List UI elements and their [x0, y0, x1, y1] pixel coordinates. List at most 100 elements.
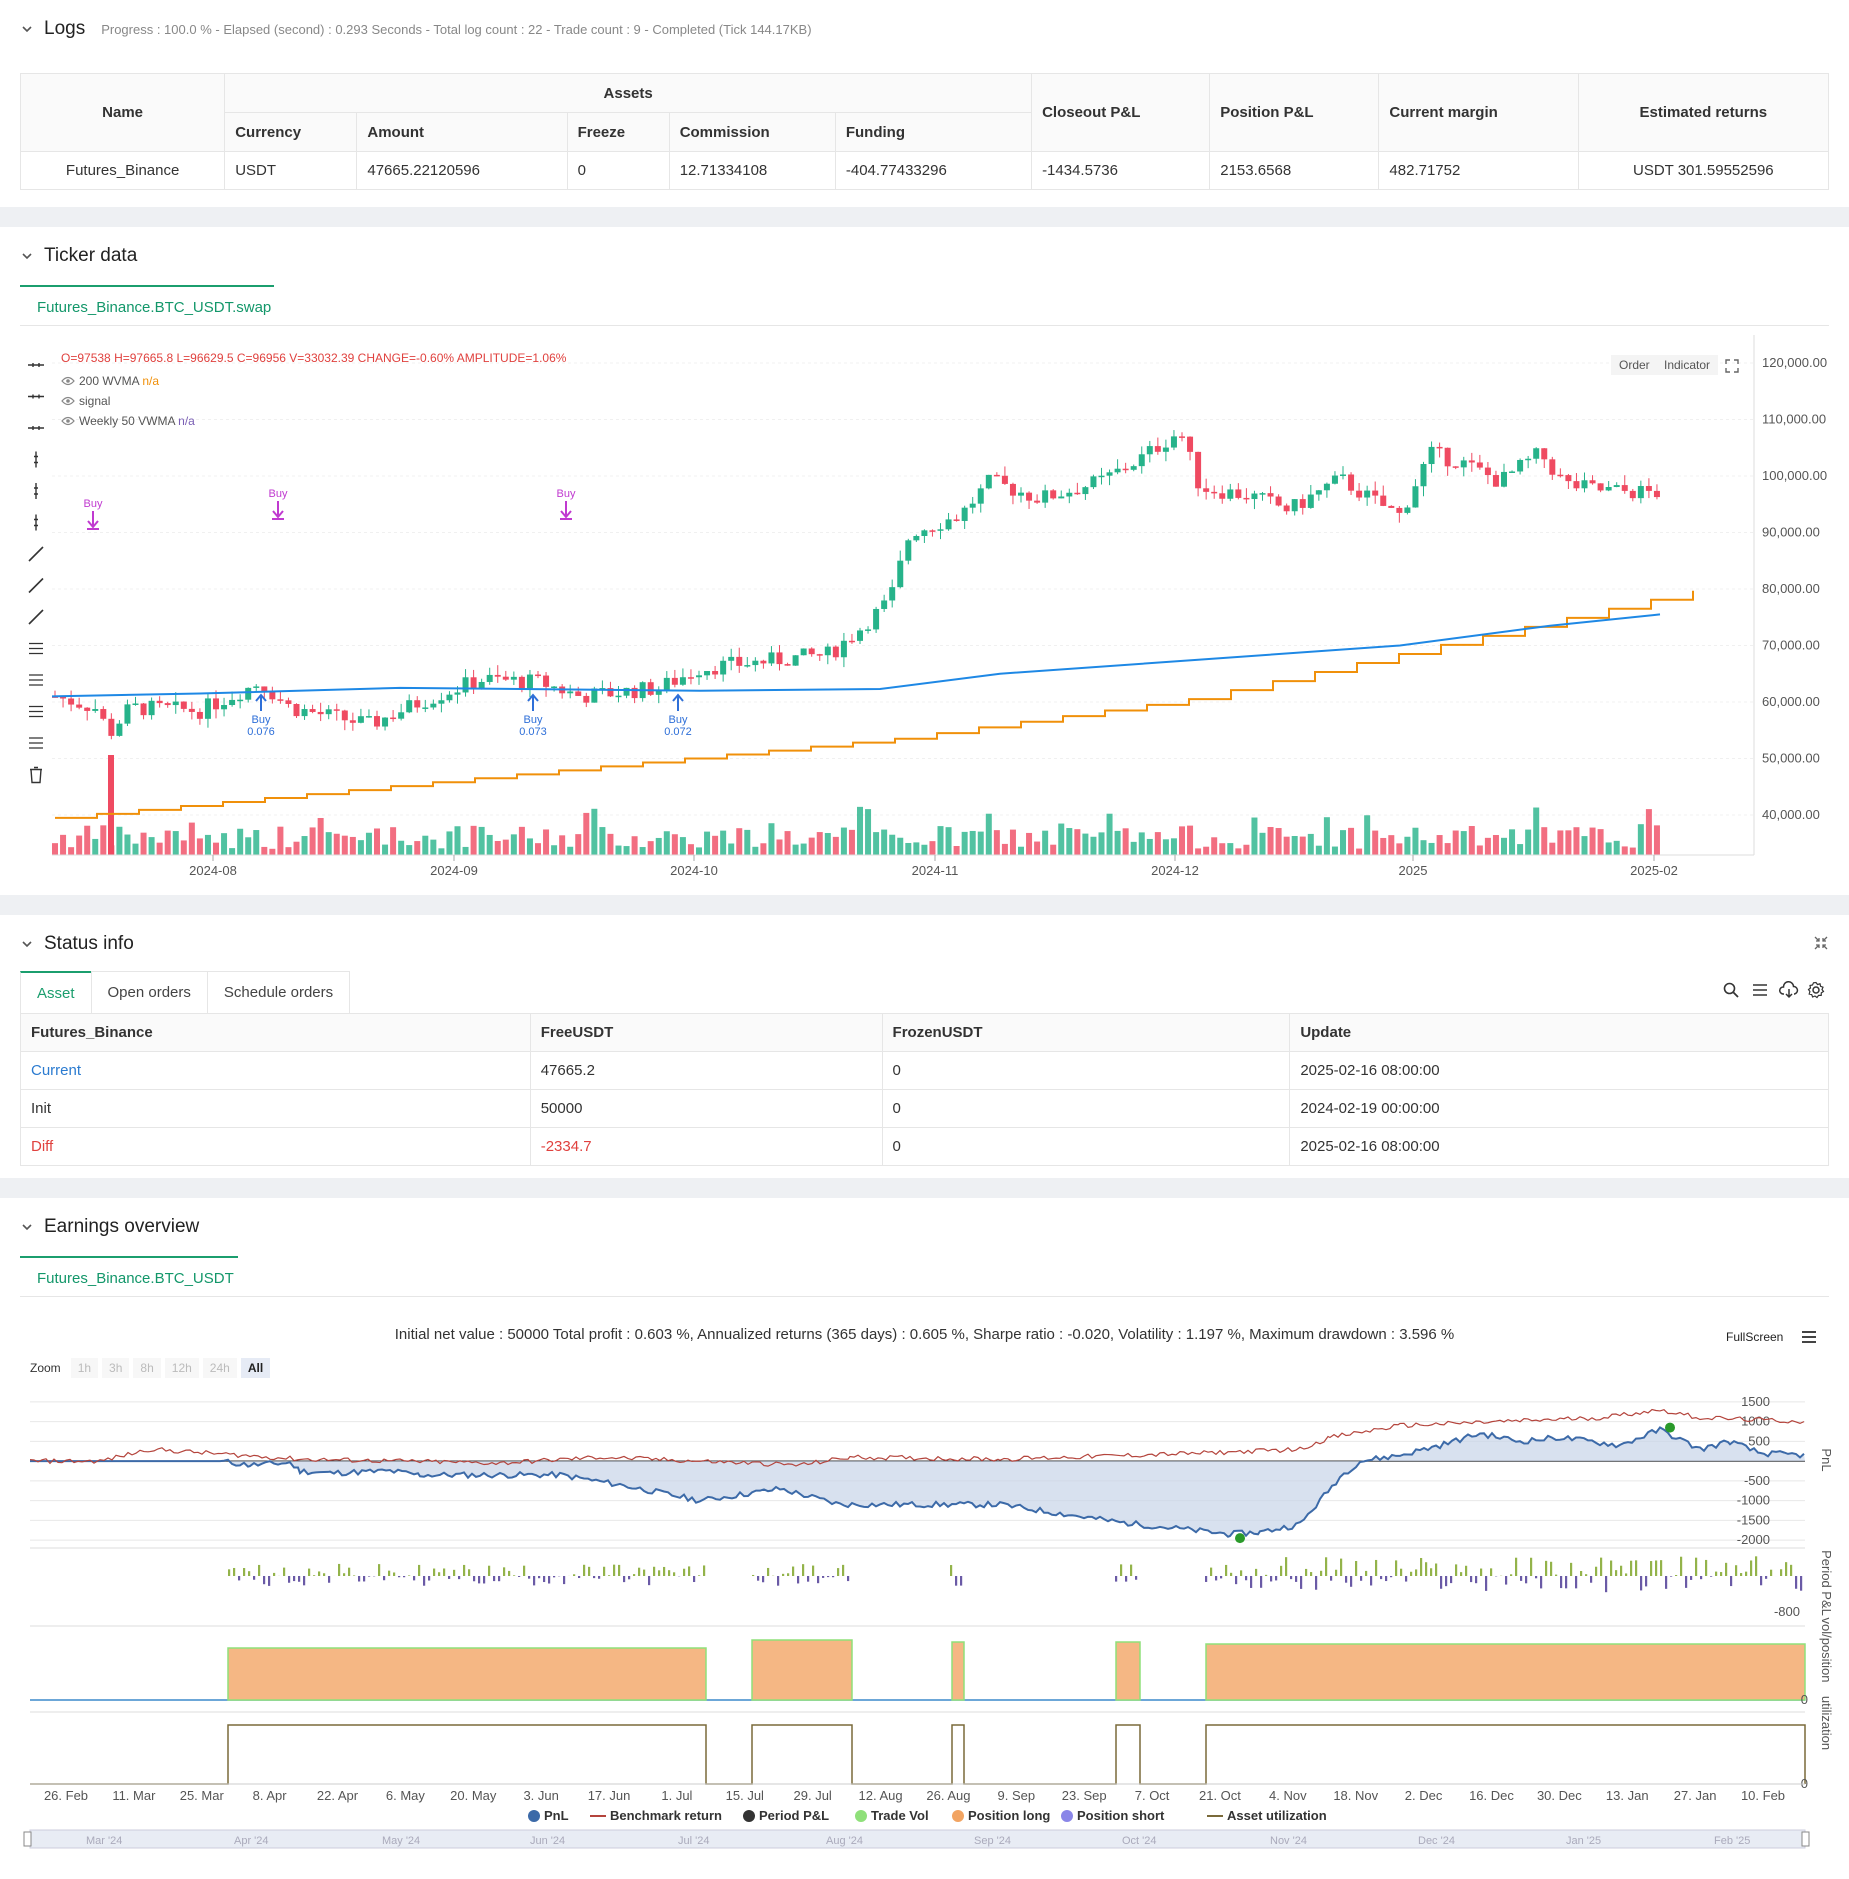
navigator-handle-left[interactable]: [23, 1831, 32, 1847]
sell-marker[interactable]: Buy: [269, 488, 288, 520]
period-bar: [418, 1564, 421, 1576]
fib-retracement-icon[interactable]: [29, 737, 43, 749]
trend-line-icon[interactable]: [28, 546, 44, 562]
ray-line-icon[interactable]: [28, 577, 44, 594]
period-bar: [658, 1570, 661, 1576]
horizontal-segment-icon[interactable]: [28, 426, 44, 430]
indicator-button[interactable]: Indicator: [1656, 355, 1719, 375]
candle: [1428, 441, 1435, 473]
price-label-icon[interactable]: [29, 642, 43, 655]
volume-bar: [623, 846, 630, 855]
earnings-chart[interactable]: 1500 1000 500 -500 -1000 -1500 -2000 PnL Period …: [0, 1388, 1849, 1878]
expand-icon[interactable]: [1724, 358, 1740, 374]
period-bar: [298, 1576, 301, 1582]
eye-icon[interactable]: [61, 396, 75, 406]
legend-item[interactable]: PnL: [528, 1808, 569, 1823]
legend-item[interactable]: 200 WVMA n/a: [61, 371, 195, 391]
period-bar: [343, 1573, 346, 1576]
parallel-channel-icon[interactable]: [29, 674, 43, 686]
logs-header[interactable]: Logs Progress : 100.0 % - Elapsed (secon…: [20, 18, 812, 40]
y-tick-label: 1000: [1741, 1414, 1770, 1429]
zoom-option[interactable]: 12h: [164, 1358, 199, 1378]
volume-bar: [204, 834, 211, 855]
eye-icon[interactable]: [61, 416, 75, 426]
tab-schedule-orders[interactable]: Schedule orders: [206, 971, 351, 1013]
status-cell[interactable]: Init: [20, 1089, 531, 1128]
list-icon[interactable]: [1751, 981, 1769, 999]
zoom-option[interactable]: All: [240, 1358, 271, 1378]
vertical-ray-icon[interactable]: [34, 514, 38, 531]
volume-bar: [1146, 838, 1153, 855]
tab-earnings-symbol[interactable]: Futures_Binance.BTC_USDT: [37, 1270, 234, 1287]
period-bar: [528, 1576, 531, 1579]
candle: [993, 472, 1000, 477]
legend-item[interactable]: Period P&L: [743, 1808, 829, 1823]
status-cell[interactable]: Diff: [20, 1127, 531, 1166]
sell-marker[interactable]: Buy: [84, 498, 103, 530]
axis-title: PnL: [1819, 1448, 1834, 1471]
eye-icon[interactable]: [61, 376, 75, 386]
volume-bar: [808, 837, 815, 855]
order-button[interactable]: Order: [1611, 355, 1658, 375]
legend-item[interactable]: Benchmark return: [590, 1808, 722, 1823]
navigator[interactable]: Mar '24 Apr '24 May '24 Jun '24 Jul '24 Aug '…: [23, 1829, 1810, 1849]
legend-item[interactable]: Weekly 50 VWMA n/a: [61, 411, 195, 431]
zoom-option[interactable]: 8h: [133, 1358, 161, 1378]
period-bar: [543, 1576, 546, 1583]
gear-icon[interactable]: [1807, 981, 1825, 999]
period-bar: [1585, 1574, 1588, 1576]
trash-icon[interactable]: [30, 766, 42, 784]
legend-item[interactable]: Asset utilization: [1207, 1808, 1327, 1823]
vertical-segment-icon[interactable]: [34, 483, 38, 499]
tab-asset[interactable]: Asset: [20, 971, 92, 1013]
cloud-download-icon[interactable]: [1779, 981, 1799, 999]
horizontal-line-icon[interactable]: [28, 363, 44, 367]
vertical-line-icon[interactable]: [34, 451, 38, 468]
status-header[interactable]: Status info: [20, 933, 134, 955]
volume-bar: [824, 833, 831, 855]
collapse-icon[interactable]: [1813, 935, 1829, 951]
legend-item[interactable]: Trade Vol: [855, 1808, 929, 1823]
legend-item[interactable]: signal: [61, 391, 195, 411]
period-bar: [1670, 1576, 1673, 1577]
search-icon[interactable]: [1722, 981, 1740, 999]
volume-bar: [1501, 837, 1507, 855]
zoom-option[interactable]: 24h: [202, 1358, 237, 1378]
zoom-option[interactable]: 1h: [70, 1358, 99, 1378]
ticker-panel: Ticker data Futures_Binance.BTC_USDT.swa…: [0, 227, 1849, 895]
navigator-handle-right[interactable]: [1801, 1831, 1810, 1847]
period-bar: [1625, 1573, 1628, 1576]
legend-name: 200 WVMA: [79, 374, 140, 388]
fullscreen-button[interactable]: FullScreen: [1726, 1330, 1784, 1344]
y-tick-label: 90,000.00: [1762, 525, 1820, 540]
ticker-header[interactable]: Ticker data: [20, 245, 137, 267]
tab-ticker-symbol[interactable]: Futures_Binance.BTC_USDT.swap: [37, 299, 272, 316]
menu-icon[interactable]: [1800, 1329, 1818, 1345]
tab-open-orders[interactable]: Open orders: [90, 971, 208, 1013]
earnings-header[interactable]: Earnings overview: [20, 1216, 199, 1238]
volume-bar: [1517, 844, 1524, 855]
volume-bar: [583, 812, 590, 855]
zoom-option[interactable]: 3h: [102, 1358, 130, 1378]
horizontal-ray-icon[interactable]: [28, 394, 44, 399]
candle: [583, 692, 590, 708]
sell-marker[interactable]: Buy: [557, 488, 576, 520]
period-bar: [757, 1576, 760, 1581]
volume-bar: [446, 831, 453, 855]
legend-item[interactable]: Position short: [1061, 1808, 1165, 1823]
legend-item[interactable]: Position long: [952, 1808, 1050, 1823]
status-cell[interactable]: Current: [20, 1051, 531, 1090]
period-bar: [608, 1575, 611, 1576]
segment-icon[interactable]: [28, 609, 44, 625]
pnl-line: [30, 1426, 1805, 1538]
volume-bar: [1050, 844, 1057, 855]
pitchfork-icon[interactable]: [29, 705, 43, 718]
candle: [60, 695, 67, 708]
x-tick-label: 12. Aug: [859, 1788, 903, 1803]
candle: [1018, 487, 1024, 503]
period-bar: [688, 1566, 691, 1576]
